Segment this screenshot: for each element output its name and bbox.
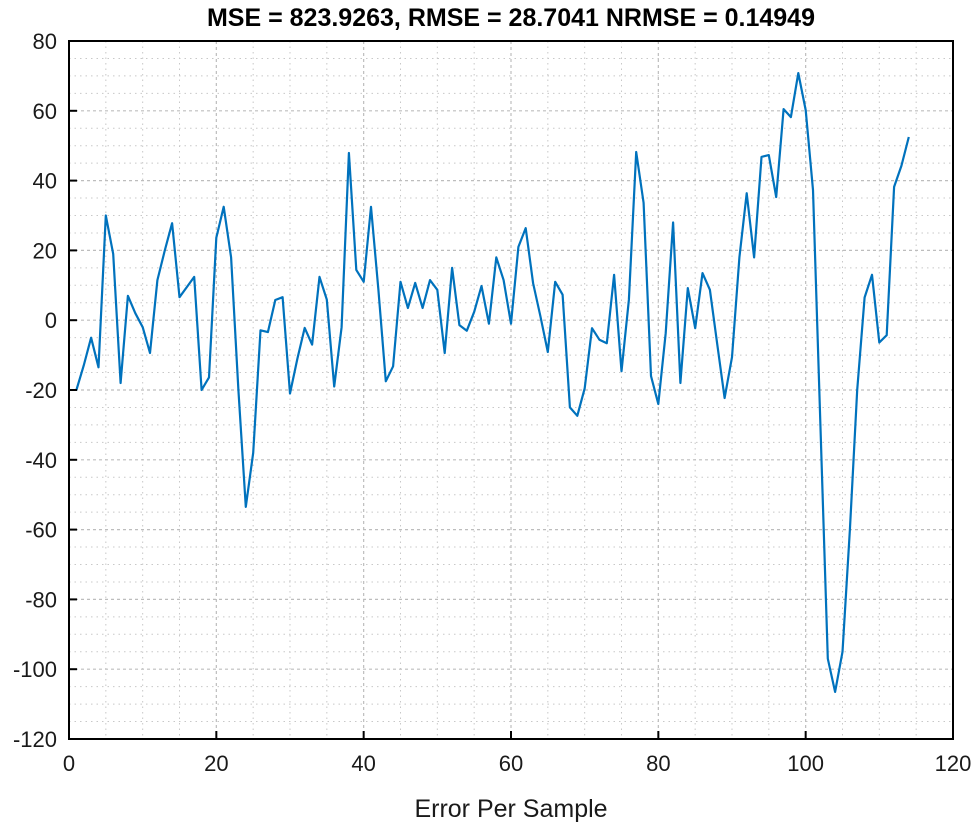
x-tick-label: 100 bbox=[787, 751, 824, 776]
y-tick-label: -80 bbox=[25, 587, 57, 612]
y-tick-label: 20 bbox=[33, 238, 57, 263]
y-tick-label: -20 bbox=[25, 378, 57, 403]
x-tick-label: 20 bbox=[204, 751, 228, 776]
y-tick-label: 60 bbox=[33, 99, 57, 124]
x-axis-label: Error Per Sample bbox=[414, 795, 607, 823]
x-tick-label: 120 bbox=[935, 751, 972, 776]
y-tick-label: -120 bbox=[13, 727, 57, 752]
y-tick-label: 40 bbox=[33, 169, 57, 194]
y-tick-label: -40 bbox=[25, 448, 57, 473]
axis-ticks bbox=[68, 40, 954, 740]
error-series-line bbox=[75, 71, 910, 694]
y-tick-labels: 80 60 40 20 0 -20 -40 -60 -80 -100 -120 bbox=[13, 29, 57, 752]
y-tick-label: 0 bbox=[45, 308, 57, 333]
minor-grid bbox=[69, 41, 953, 739]
x-tick-label: 60 bbox=[499, 751, 523, 776]
y-tick-label: 80 bbox=[33, 29, 57, 54]
x-tick-label: 0 bbox=[63, 751, 75, 776]
major-grid bbox=[69, 41, 953, 739]
x-tick-labels: 0 20 40 60 80 100 120 bbox=[63, 751, 971, 776]
y-tick-label: -100 bbox=[13, 657, 57, 682]
x-tick-label: 80 bbox=[646, 751, 670, 776]
x-tick-label: 40 bbox=[351, 751, 375, 776]
y-tick-label: -60 bbox=[25, 518, 57, 543]
chart-title: MSE = 823.9263, RMSE = 28.7041 NRMSE = 0… bbox=[207, 4, 815, 32]
